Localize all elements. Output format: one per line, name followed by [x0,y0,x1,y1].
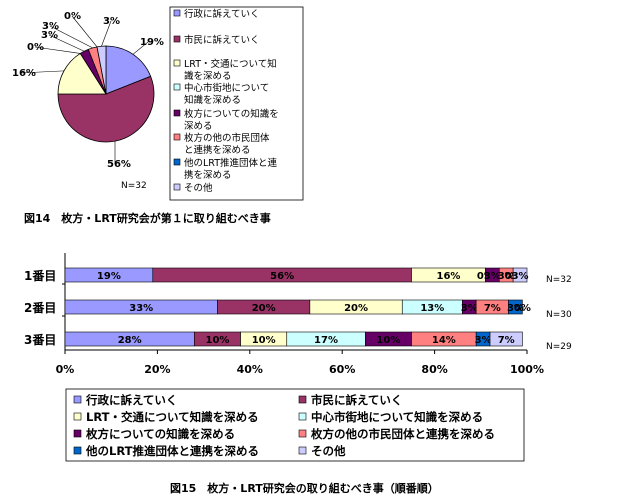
row-note: N=32 [546,275,572,285]
bar-data-label: 33% [129,303,153,314]
pie-caption: 図14 枚方・LRT研究会が第１に取り組むべき事 [24,211,271,225]
bar-data-label: 13% [420,303,444,314]
bar-data-label: 14% [432,335,456,346]
pie-legend-swatch [174,134,180,140]
pie-legend-label: その他 [184,182,213,194]
bar-legend-label: 枚方についての知識を深める [86,427,235,441]
pie-legend-swatch [174,84,180,90]
bar-data-label: 20% [344,303,368,314]
pie-legend-swatch [174,60,180,66]
pie-legend-swatch [174,184,180,190]
bar-data-label: 10% [376,335,400,346]
bar-legend-label: 枚方の他の市民団体と連携を深める [311,427,495,441]
row-label: 2番目 [24,300,56,315]
bar-legend-swatch [74,396,81,403]
x-tick-label: 20% [144,363,170,376]
bar-data-label: 7% [498,335,515,346]
bar-data-label: 10% [252,335,276,346]
bar-legend-label: 行政に訴えていく [85,393,177,407]
bar-data-label: 28% [118,335,142,346]
pie-legend-swatch [174,36,180,42]
pie-note: N=32 [121,181,147,191]
bar-legend-swatch [74,447,81,454]
pie-legend-swatch [174,159,180,165]
row-label: 3番目 [24,332,56,347]
bar-legend-label: その他 [311,444,346,458]
bar-legend-swatch [74,430,81,437]
pie-data-label: 19% [140,37,164,48]
pie-legend: 行政に訴えていく市民に訴えていくLRT・交通について知識を深める中心市街地につい… [170,7,303,200]
bar-data-label: 3% [461,303,478,314]
bar-legend-label: LRT・交通について知識を深める [86,410,259,424]
bar-data-label: 10% [205,335,229,346]
bar-data-label: 19% [97,271,121,282]
bar-legend-label: 他のLRT推進団体と連携を深める [85,444,259,458]
bar-caption: 図15 枚方・LRT研究会の取り組むべき事（順番順） [170,481,439,495]
x-tick-label: 0% [56,363,75,376]
pie-chart: 19%56%16%0%3%3%0%3% [12,11,164,170]
bar-legend: 行政に訴えていく 市民に訴えていく LRT・交通について知識を深める 中心市街地につい… [66,389,524,461]
bar-data-label: 0% [514,303,531,314]
pie-data-label: 3% [42,21,59,32]
bar-data-label: 56% [270,271,294,282]
row-note: N=30 [546,310,572,320]
bar-data-label: 3% [512,271,529,282]
bar-data-label: 17% [314,335,338,346]
row-note: N=29 [546,342,572,352]
bar-legend-swatch [299,413,306,420]
bar-data-label: 3% [475,335,492,346]
bar-data-label: 20% [252,303,276,314]
pie-data-label: 56% [107,159,131,170]
pie-data-label: 0% [27,42,44,53]
bar-legend-swatch [299,430,306,437]
pie-data-label: 16% [12,68,36,79]
x-tick-label: 80% [421,363,447,376]
bar-data-label: 7% [484,303,501,314]
stacked-bar-chart: 0%20%40%60%80%100%1番目19%56%16%0%3%3%0%3%… [24,253,572,376]
x-tick-label: 100% [510,363,544,376]
bar-legend-swatch [299,447,306,454]
pie-data-label: 0% [64,11,81,22]
pie-legend-swatch [174,10,180,16]
x-tick-label: 60% [329,363,355,376]
pie-legend-swatch [174,110,180,116]
pie-data-label: 3% [103,16,120,27]
bar-legend-label: 中心市街地について知識を深める [311,410,483,424]
bar-legend-label: 市民に訴えていく [311,393,402,407]
x-tick-label: 40% [237,363,263,376]
bar-legend-swatch [74,413,81,420]
bar-data-label: 16% [436,271,460,282]
bar-legend-swatch [299,396,306,403]
row-label: 1番目 [24,268,56,283]
pie-legend-label: 行政に訴えていく [184,8,260,20]
pie-legend-label: 市民に訴えていく [184,34,260,46]
